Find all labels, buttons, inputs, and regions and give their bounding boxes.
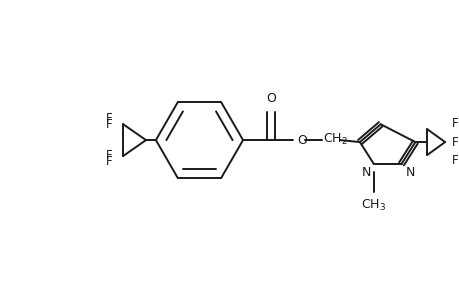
Text: F: F (451, 154, 458, 167)
Text: F: F (106, 112, 112, 125)
Text: F: F (451, 117, 458, 130)
Text: F: F (106, 155, 112, 168)
Text: F: F (451, 136, 458, 148)
Text: O: O (265, 92, 275, 105)
Text: CH$_3$: CH$_3$ (360, 197, 386, 213)
Text: N: N (404, 166, 414, 179)
Text: CH$_2$: CH$_2$ (323, 132, 347, 147)
Text: N: N (361, 166, 370, 179)
Text: O: O (297, 134, 307, 147)
Text: F: F (106, 118, 112, 131)
Text: F: F (106, 149, 112, 162)
